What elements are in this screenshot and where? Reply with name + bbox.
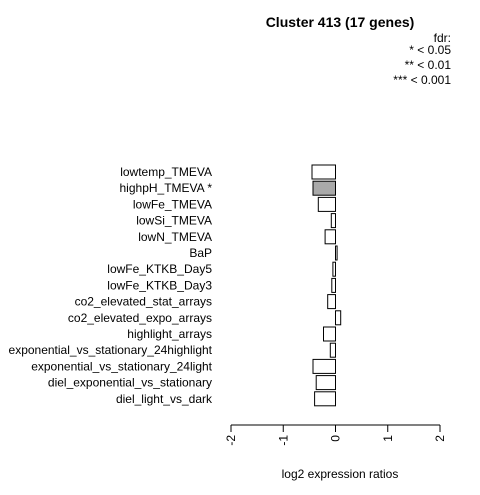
category-label-9: co2_elevated_stat_arrays xyxy=(75,295,212,309)
bar-13 xyxy=(312,358,336,374)
bar-4 xyxy=(330,213,336,229)
bar-7 xyxy=(332,261,336,277)
bar-3 xyxy=(317,196,336,212)
legend-entry-3: *** < 0.001 xyxy=(393,73,451,87)
bar-5 xyxy=(324,229,337,245)
chart-title: Cluster 413 (17 genes) xyxy=(266,14,415,30)
bar-15 xyxy=(314,391,337,407)
x-tick-label-3: 0 xyxy=(329,435,343,442)
x-tick-label-5: 2 xyxy=(433,435,447,442)
category-label-14: diel_exponential_vs_stationary xyxy=(48,376,212,390)
x-tick-label-2: -1 xyxy=(276,435,290,446)
category-label-10: co2_elevated_expo_arrays xyxy=(68,311,212,325)
category-label-7: lowFe_KTKB_Day5 xyxy=(107,262,212,276)
bar-10 xyxy=(335,310,342,326)
category-label-8: lowFe_KTKB_Day3 xyxy=(107,278,212,292)
bar-9 xyxy=(327,294,337,310)
x-axis: -2 -1 0 1 2 xyxy=(224,424,447,446)
bar-12 xyxy=(329,342,336,358)
bar-2 xyxy=(312,180,336,196)
x-tick-label-1: -2 xyxy=(224,435,238,446)
bars-group xyxy=(311,164,342,407)
category-label-12: exponential_vs_stationary_24highlight xyxy=(9,343,213,357)
bar-6 xyxy=(335,245,338,261)
bar-8 xyxy=(331,277,336,293)
category-label-6: BaP xyxy=(189,246,212,260)
category-label-2: highpH_TMEVA * xyxy=(120,181,213,195)
bar-1 xyxy=(311,164,336,180)
category-label-1: lowtemp_TMEVA xyxy=(120,165,212,179)
x-tick-label-4: 1 xyxy=(381,435,395,442)
category-label-5: lowN_TMEVA xyxy=(138,230,212,244)
legend: fdr: * < 0.05 ** < 0.01 *** < 0.001 xyxy=(393,31,451,87)
category-label-11: highlight_arrays xyxy=(127,327,212,341)
legend-entry-2: ** < 0.01 xyxy=(405,58,452,72)
x-axis-label: log2 expression ratios xyxy=(282,467,399,481)
category-label-4: lowSi_TMEVA xyxy=(136,214,212,228)
legend-title: fdr: xyxy=(434,31,451,45)
category-labels: lowtemp_TMEVA highpH_TMEVA * lowFe_TMEVAlo… xyxy=(9,165,213,406)
category-label-13: exponential_vs_stationary_24light xyxy=(31,359,212,373)
bar-14 xyxy=(315,375,337,391)
legend-entry-1: * < 0.05 xyxy=(409,43,451,57)
category-label-15: diel_light_vs_dark xyxy=(116,392,213,406)
bar-11 xyxy=(323,326,336,342)
category-label-3: lowFe_TMEVA xyxy=(133,197,212,211)
